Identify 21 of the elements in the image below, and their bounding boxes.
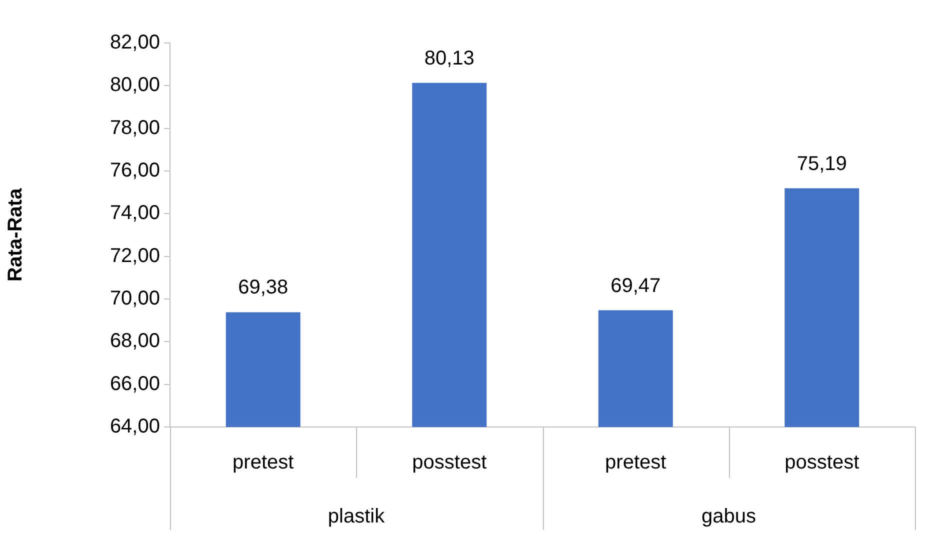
data-label: 80,13 bbox=[424, 47, 474, 70]
x-tick-label: posstest bbox=[784, 452, 860, 474]
y-tick-label: 66,00 bbox=[110, 372, 160, 395]
x-tick-label: pretest bbox=[232, 452, 294, 474]
x-tick-label: posstest bbox=[412, 452, 488, 474]
y-tick-label: 74,00 bbox=[110, 202, 160, 224]
y-tick-label: 68,00 bbox=[110, 330, 160, 352]
data-label: 69,47 bbox=[610, 274, 661, 297]
y-tick-label: 82,00 bbox=[110, 32, 160, 54]
data-label: 75,19 bbox=[796, 152, 847, 175]
y-tick-label: 76,00 bbox=[110, 160, 160, 182]
y-tick-label: 64,00 bbox=[110, 416, 160, 438]
text: plastik bbox=[328, 506, 386, 528]
y-tick-label: 72,00 bbox=[110, 244, 160, 267]
data-label: 69,38 bbox=[238, 276, 288, 299]
text: gabus bbox=[702, 506, 756, 528]
y-tick-label: 80,00 bbox=[110, 74, 160, 96]
x-tick-label: pretest bbox=[605, 452, 667, 474]
y-tick-label: 70,00 bbox=[110, 288, 160, 310]
y-tick-label: 78,00 bbox=[110, 116, 160, 139]
y-axis-title: Rata-Rata bbox=[4, 187, 27, 282]
